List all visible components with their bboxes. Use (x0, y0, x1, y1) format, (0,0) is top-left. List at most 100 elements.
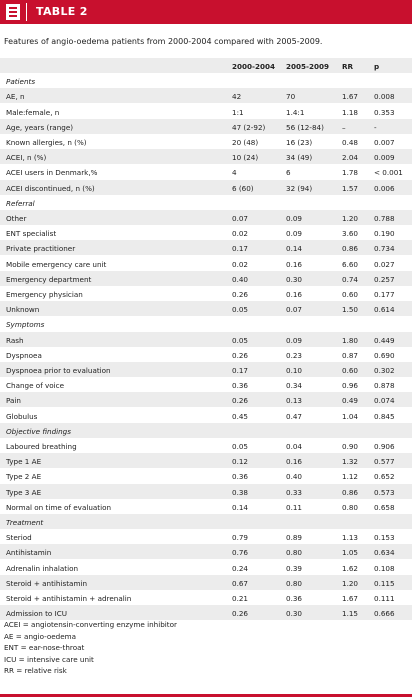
data-row: Steriod 0.79 0.89 1.13 0.153 (0, 529, 412, 545)
cell: 0.074 (374, 396, 395, 406)
cell: 0.190 (374, 229, 395, 239)
row-label: Laboured breathing (6, 442, 77, 451)
row-label: Admission to ICU (6, 609, 67, 619)
caption: Features of angio-oedema patients from 2… (4, 37, 323, 46)
cell: 0.153 (374, 533, 395, 543)
data-row: Adrenalin inhalation 0.24 0.39 1.62 0.108 (0, 559, 412, 575)
cell: 0.05 (232, 305, 249, 315)
header-row: 2000-2004 2005-2009 RR p (0, 58, 412, 73)
data-row: Normal on time of evaluation 0.14 0.11 0.80… (0, 498, 412, 514)
cell: 10 (24) (232, 153, 259, 163)
cell: 0.26 (232, 609, 249, 619)
cell: 1.80 (342, 335, 359, 345)
cell: 0.36 (232, 472, 249, 482)
cell: 0.26 (232, 290, 249, 299)
cell: 0.36 (286, 594, 303, 603)
cell: 0.80 (286, 578, 303, 588)
column-header: p (374, 62, 380, 71)
row-label: Emergency physician (6, 290, 83, 299)
cell: 0.577 (374, 457, 395, 467)
cell: 42 (232, 92, 242, 102)
cell: 0.006 (374, 183, 395, 193)
cell: 0.573 (374, 487, 395, 497)
cell: 0.14 (286, 244, 303, 254)
data-row: Dyspnoea 0.26 0.23 0.87 0.690 (0, 346, 412, 362)
cell: 0.652 (374, 472, 395, 482)
cell: 0.666 (374, 609, 395, 619)
data-row: ACEI discontinued, n (%) 6 (60) 32 (94) 1.5… (0, 179, 412, 195)
cell: 0.80 (342, 502, 359, 512)
cell: 1.4:1 (286, 107, 305, 117)
cell: 0.027 (374, 259, 395, 269)
cell: 1.04 (342, 411, 359, 421)
footnote: AE = angio-oedema (4, 631, 77, 641)
column-header: RR (342, 62, 354, 71)
cell: 0.11 (286, 502, 303, 512)
cell: 1.13 (342, 533, 359, 543)
cell: 0.48 (342, 138, 359, 147)
cell: 0.878 (374, 381, 395, 391)
row-label: Dyspnoea (6, 350, 42, 360)
cell: 1.05 (342, 548, 359, 558)
section-title: Treatment (6, 518, 44, 527)
cell: 6 (286, 168, 291, 178)
cell: 0.658 (374, 502, 395, 512)
row-label: Normal on time of evaluation (6, 502, 112, 512)
cell: 16 (23) (286, 138, 313, 147)
cell: 1.20 (342, 214, 359, 223)
cell: 4 (232, 168, 237, 178)
data-row: Change of voice 0.36 0.34 0.96 0.878 (0, 377, 412, 393)
cell: < 0.001 (374, 168, 403, 178)
row-label: Age, years (range) (6, 122, 74, 132)
cell: 0.690 (374, 350, 395, 360)
data-row: Private practitioner 0.17 0.14 0.86 0.734 (0, 240, 412, 256)
section-title: Objective findings (6, 426, 71, 436)
cell: 0.21 (232, 594, 249, 603)
row-label: Other (6, 214, 27, 223)
cell: 1.50 (342, 305, 359, 315)
cell: 0.36 (232, 381, 249, 391)
footnote: RR = relative risk (4, 666, 67, 676)
row-label: Steroid + antihistamin + adrenalin (6, 594, 132, 603)
row-label: Private practitioner (6, 244, 76, 254)
cell: 0.111 (374, 594, 395, 603)
column-header: 2000-2004 (232, 62, 275, 71)
data-row: Other 0.07 0.09 1.20 0.788 (0, 210, 412, 225)
cell: 0.13 (286, 396, 303, 406)
cell: 0.449 (374, 335, 395, 345)
row-label: AE, n (6, 92, 25, 102)
row-label: Antihistamin (6, 548, 52, 558)
cell: 0.80 (286, 548, 303, 558)
data-row: Rash 0.05 0.09 1.80 0.449 (0, 331, 412, 347)
data-row: Globulus 0.45 0.47 1.04 0.845 (0, 407, 412, 423)
footnote: ENT = ear-nose-throat (4, 643, 85, 653)
cell: 0.634 (374, 548, 395, 558)
row-label: Type 2 AE (6, 472, 42, 482)
data-row: Age, years (range) 47 (2-92) 56 (12-84) – - (0, 118, 412, 134)
cell: 1:1 (232, 107, 244, 117)
row-label: Male:female, n (6, 107, 60, 117)
table-icon (6, 4, 20, 20)
cell: 0.26 (232, 350, 249, 360)
row-label: ENT specialist (6, 229, 57, 239)
cell: – (342, 122, 346, 132)
cell: 0.23 (286, 350, 303, 360)
cell: 0.34 (286, 381, 303, 391)
row-label: Emergency department (6, 274, 92, 284)
cell: 0.30 (286, 609, 303, 619)
data-row: Pain 0.26 0.13 0.49 0.074 (0, 392, 412, 408)
row-label: Known allergies, n (%) (6, 138, 87, 147)
data-row: ACEI, n (%) 10 (24) 34 (49) 2.04 0.009 (0, 149, 412, 165)
data-row: Dyspnoea prior to evaluation 0.17 0.10 0.60… (0, 362, 412, 377)
cell: 0.07 (232, 214, 249, 223)
data-row: Type 3 AE 0.38 0.33 0.86 0.573 (0, 483, 412, 499)
footnote: ACEI = angiotensin-converting enzyme inh… (4, 620, 177, 629)
section-row: Symptoms (0, 316, 412, 332)
cell: 32 (94) (286, 183, 313, 193)
data-row: Unknown 0.05 0.07 1.50 0.614 (0, 301, 412, 317)
data-row: Admission to ICU 0.26 0.30 1.15 0.666 (0, 605, 412, 621)
cell: 34 (49) (286, 153, 313, 163)
cell: 0.74 (342, 274, 359, 284)
section-title: Referral (6, 198, 35, 208)
